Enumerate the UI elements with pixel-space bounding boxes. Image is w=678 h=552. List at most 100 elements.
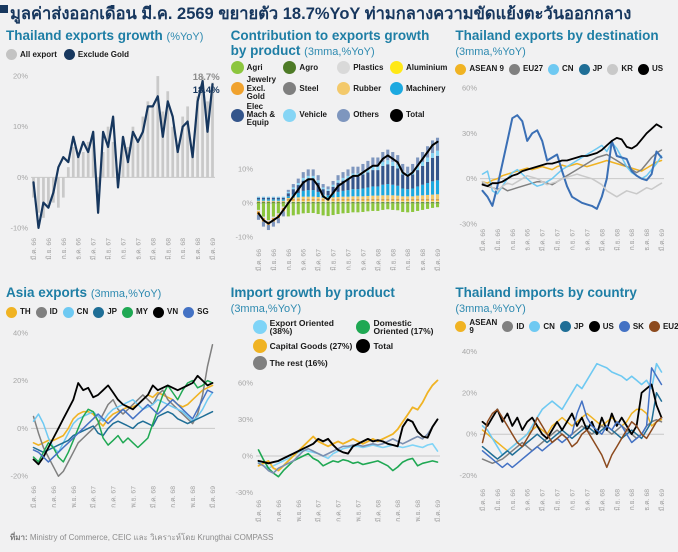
svg-text:-30%: -30% [235, 488, 253, 497]
legend-dot [390, 109, 403, 122]
legend-dot [529, 321, 540, 332]
legend-label: Vehicle [299, 111, 327, 119]
legend-dot [390, 82, 403, 95]
legend-label: Total [373, 342, 393, 351]
svg-text:60%: 60% [238, 379, 253, 388]
svg-text:ธ.ค. 66: ธ.ค. 66 [300, 249, 307, 271]
panel-title-unit: (3mma,%YoY) [231, 303, 302, 315]
svg-text:มี.ค. 69: มี.ค. 69 [209, 486, 217, 508]
legend-item-jp: JP [579, 64, 603, 75]
legend-dot [283, 82, 296, 95]
svg-text:พ.ย. 68: พ.ย. 68 [415, 500, 422, 522]
legend-dot [231, 82, 244, 95]
chart-grid: Thailand exports growth (%YoY) All expor… [0, 27, 678, 531]
svg-text:ก.ย. 66: ก.ย. 66 [510, 489, 517, 511]
page-title: มูลค่าส่งออกเดือน มี.ค. 2569 ขยายตัว 18.… [10, 5, 668, 24]
legend-label: VN [167, 308, 178, 316]
svg-text:มิ.ย. 68: มิ.ย. 68 [164, 238, 172, 260]
legend-dot [64, 49, 75, 60]
legend-label: CN [562, 65, 574, 73]
panel-title-text: Asia exports [6, 285, 87, 300]
panel-contribution-by-product: Contribution to exports growth by produc… [231, 27, 448, 280]
legend-dot [337, 61, 350, 74]
legend-dot [390, 61, 403, 74]
svg-text:ธ.ค. 67: ธ.ค. 67 [585, 489, 592, 511]
legend-dot [122, 307, 133, 318]
legend-item-exclude-gold: Exclude Gold [64, 49, 129, 60]
svg-text:มี.ค. 69: มี.ค. 69 [209, 238, 217, 260]
legend-label: MY [136, 308, 148, 316]
svg-text:ธ.ค. 68: ธ.ค. 68 [195, 238, 202, 260]
svg-text:มิ.ย. 67: มิ.ย. 67 [554, 489, 562, 511]
legend-dot [153, 307, 164, 318]
legend-item-agri: Agri [231, 61, 282, 74]
legend-dot [589, 321, 600, 332]
legend-label: Elec Mach & Equip [247, 103, 282, 127]
panel-title: Contribution to exports growth by produc… [231, 29, 448, 58]
legend-item-cn: CN [63, 307, 89, 318]
svg-text:มี.ค. 67: มี.ค. 67 [90, 486, 98, 508]
svg-text:มี.ค. 67: มี.ค. 67 [314, 249, 322, 271]
legend-item-agro: Agro [283, 61, 335, 74]
panel-title-text: Thailand exports growth [6, 28, 163, 43]
legend-dot [356, 320, 370, 334]
svg-text:มี.ค. 68: มี.ค. 68 [149, 238, 157, 260]
legend-dot [231, 109, 244, 122]
legend-dot [253, 339, 267, 353]
svg-text:0%: 0% [17, 424, 28, 433]
legend-item-jp: JP [560, 321, 584, 332]
legend-label: CN [543, 323, 555, 331]
legend-item-aluminium: Aluminium [390, 61, 447, 74]
legend-label: JP [574, 323, 584, 331]
svg-text:ก.ย. 66: ก.ย. 66 [285, 249, 292, 271]
brand-corner-square [0, 5, 8, 13]
legend-item-rubber: Rubber [337, 82, 388, 95]
svg-text:ก.ค. 66: ก.ค. 66 [276, 500, 283, 522]
legend-item-domestic-oriented-17: Domestic Oriented (17%) [356, 319, 443, 336]
panel-title-text: Thailand exports by destination [455, 28, 658, 43]
legend-dot [619, 321, 630, 332]
legend-dot [638, 64, 649, 75]
svg-text:มี.ค. 69: มี.ค. 69 [434, 249, 442, 271]
legend-item-elec-mach-equip: Elec Mach & Equip [231, 103, 282, 127]
svg-text:มี.ค. 66: มี.ค. 66 [255, 249, 263, 271]
svg-text:พ.ย. 67: พ.ย. 67 [130, 486, 137, 508]
legend-label: Capital Goods (27%) [270, 342, 353, 351]
legend-label: Domestic Oriented (17%) [373, 319, 443, 336]
panel-title-unit: (3mma,%YoY) [91, 288, 162, 300]
legend-item-machinery: Machinery [390, 82, 447, 95]
legend-label: ID [50, 308, 58, 316]
legend-dot [183, 307, 194, 318]
svg-text:มี.ค. 68: มี.ค. 68 [374, 500, 382, 522]
legend-label: US [603, 323, 614, 331]
panel-title-unit: (3mma,%YoY) [455, 303, 526, 315]
legend-label: Agro [299, 64, 318, 72]
svg-text:ธ.ค. 66: ธ.ค. 66 [525, 229, 532, 251]
legend-item-us: US [638, 64, 663, 75]
legend-label: US [652, 65, 663, 73]
svg-text:มิ.ย. 67: มิ.ย. 67 [329, 249, 337, 271]
svg-text:มี.ค. 66: มี.ค. 66 [30, 238, 38, 260]
svg-text:มี.ค. 68: มี.ค. 68 [374, 249, 382, 271]
svg-text:มี.ค. 67: มี.ค. 67 [314, 500, 322, 522]
legend-label: Agri [247, 64, 263, 72]
svg-text:มิ.ย. 66: มิ.ย. 66 [270, 249, 278, 271]
legend-dot [253, 356, 267, 370]
legend-label: EU27 [663, 323, 678, 331]
legend-label: KR [621, 65, 633, 73]
legend-dot [607, 64, 618, 75]
svg-text:มี.ค. 66: มี.ค. 66 [255, 500, 263, 522]
panel-title-text: Thailand imports by country [455, 285, 637, 300]
legend-item-jp: JP [93, 307, 117, 318]
svg-text:มี.ค. 69: มี.ค. 69 [658, 489, 666, 511]
legend-item-sg: SG [183, 307, 209, 318]
legend-item-total: Total [356, 339, 443, 353]
legend-label: JP [107, 308, 117, 316]
legend-item-total: Total [390, 109, 447, 122]
panel-title: Thailand exports growth (%YoY) [6, 29, 223, 44]
legend: ASEAN 9IDCNJPUSSKEU27 [455, 319, 672, 335]
